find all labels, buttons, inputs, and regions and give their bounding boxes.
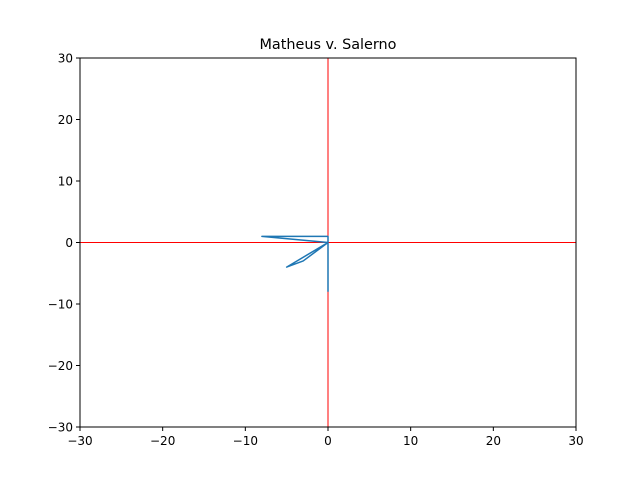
y-tick-label: −10 <box>48 298 73 312</box>
y-tick-label: 0 <box>65 236 73 250</box>
y-tick-label: 30 <box>58 52 73 66</box>
x-axis: −30 −20 −10 0 10 20 30 <box>67 427 584 448</box>
x-tick-label: 30 <box>568 434 583 448</box>
y-axis: −30 −20 −10 0 10 20 30 <box>48 52 80 435</box>
x-tick-label: −30 <box>67 434 92 448</box>
x-tick-label: −20 <box>150 434 175 448</box>
y-tick-label: 20 <box>58 113 73 127</box>
y-tick-label: −20 <box>48 359 73 373</box>
x-tick-label: 0 <box>324 434 332 448</box>
chart-title: Matheus v. Salerno <box>260 37 397 53</box>
data-series-line-1 <box>261 235 329 292</box>
x-tick-label: −10 <box>233 434 258 448</box>
x-tick-label: 20 <box>486 434 501 448</box>
x-tick-label: 10 <box>403 434 418 448</box>
y-tick-label: 10 <box>58 175 73 189</box>
y-tick-label: −30 <box>48 421 73 435</box>
